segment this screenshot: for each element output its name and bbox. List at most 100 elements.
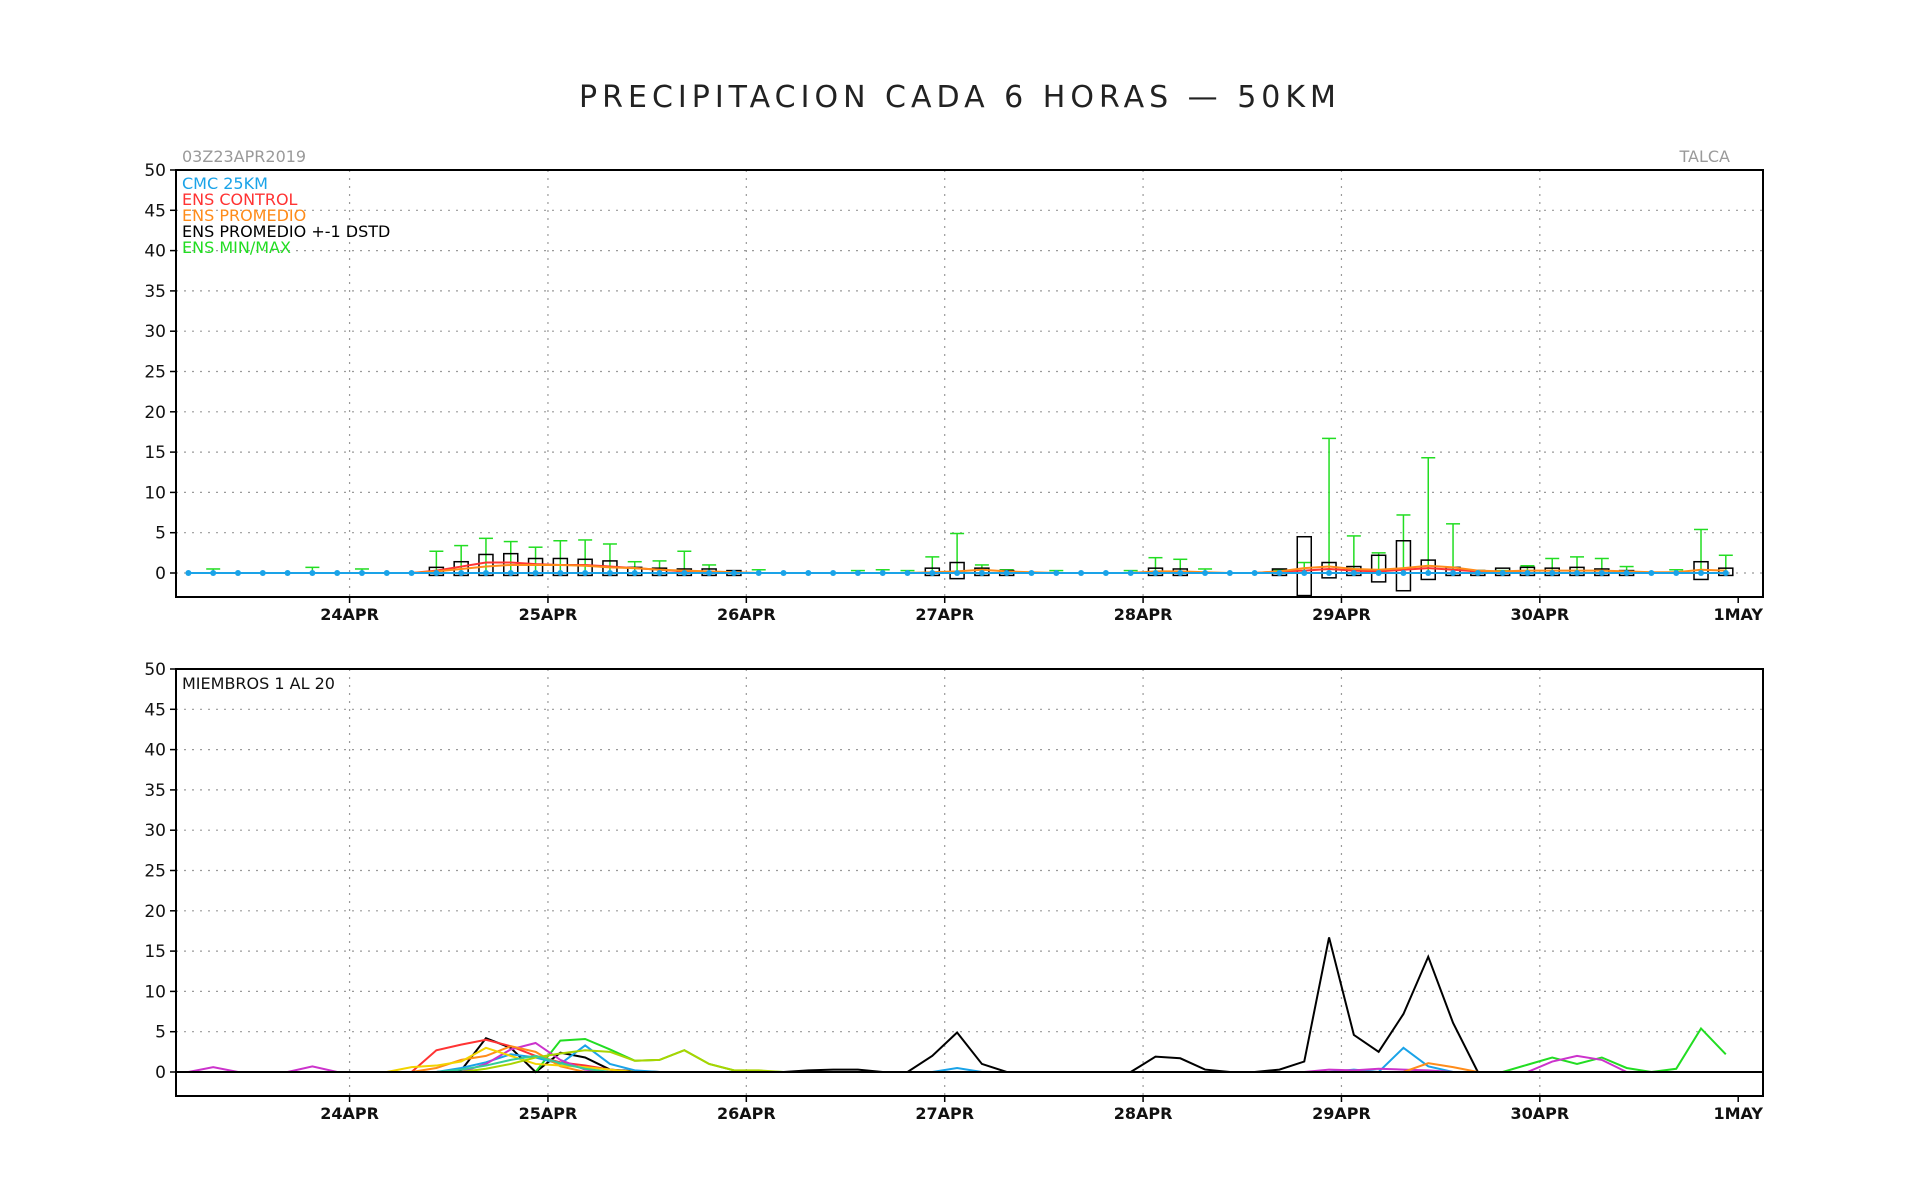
cmc-point bbox=[1549, 570, 1556, 576]
cmc-point bbox=[408, 570, 415, 576]
cmc-point bbox=[1574, 570, 1581, 576]
y-tick-label: 50 bbox=[144, 660, 166, 680]
cmc-point bbox=[1226, 570, 1233, 576]
y-tick-label: 15 bbox=[144, 443, 166, 463]
cmc-point bbox=[1425, 570, 1432, 576]
x-axis-bottom: 24APR 25APR 26APR 27APR 28APR 29APR 30APR 1MAY bbox=[320, 1096, 1763, 1123]
cmc-point bbox=[1375, 570, 1382, 576]
x-axis-top: 24APR 25APR 26APR 27APR 28APR 29APR 30APR 1MAY bbox=[320, 597, 1763, 624]
cmc-point bbox=[1102, 570, 1109, 576]
cmc-point bbox=[854, 570, 861, 576]
cmc-point bbox=[656, 570, 663, 576]
cmc-point bbox=[1177, 570, 1184, 576]
x-tick-label: 29APR bbox=[1312, 605, 1371, 624]
y-tick-label: 45 bbox=[144, 201, 166, 221]
init-time-label: 03Z23APR2019 bbox=[182, 147, 306, 166]
cmc-point bbox=[1673, 570, 1680, 576]
cmc-point bbox=[1350, 570, 1357, 576]
x-tick-label: 26APR bbox=[717, 605, 776, 624]
cmc-point bbox=[1127, 570, 1134, 576]
y-tick-label: 35 bbox=[144, 781, 166, 801]
member-line bbox=[188, 937, 1726, 1074]
cmc-point bbox=[1400, 570, 1407, 576]
cmc-point bbox=[1698, 570, 1705, 576]
station-label: TALCA bbox=[1678, 147, 1730, 166]
x-tick-label: 26APR bbox=[717, 1104, 776, 1123]
legend-item-promedio: ENS PROMEDIO bbox=[182, 206, 306, 225]
y-tick-label: 20 bbox=[144, 902, 166, 922]
y-tick-label: 10 bbox=[144, 982, 166, 1002]
cmc-point bbox=[1028, 570, 1035, 576]
cmc-point bbox=[1722, 570, 1729, 576]
cmc-point bbox=[482, 570, 489, 576]
std-box bbox=[1420, 559, 1436, 581]
cmc-point bbox=[284, 570, 291, 576]
cmc-point bbox=[1648, 570, 1655, 576]
members-annotation: MIEMBROS 1 AL 20 bbox=[182, 674, 335, 693]
grid-bottom bbox=[176, 668, 1763, 1096]
cmc-point bbox=[557, 570, 564, 576]
cmc-point bbox=[755, 570, 762, 576]
cmc-point bbox=[1202, 570, 1209, 576]
cmc-point bbox=[458, 570, 465, 576]
x-tick-label: 1MAY bbox=[1713, 605, 1763, 624]
plot-frame-bottom bbox=[175, 668, 1764, 1097]
cmc-point bbox=[1301, 570, 1308, 576]
y-tick-label: 20 bbox=[144, 403, 166, 423]
x-tick-label: 27APR bbox=[915, 605, 974, 624]
cmc-point bbox=[507, 570, 514, 576]
cmc-point bbox=[259, 570, 266, 576]
cmc-point bbox=[358, 570, 365, 576]
cmc-point bbox=[210, 570, 217, 576]
cmc-point bbox=[1276, 570, 1283, 576]
cmc-point bbox=[1152, 570, 1159, 576]
cmc-point bbox=[730, 570, 737, 576]
y-tick-label: 40 bbox=[144, 242, 166, 262]
y-tick-label: 5 bbox=[155, 1023, 166, 1043]
cmc-point bbox=[904, 570, 911, 576]
y-tick-label: 25 bbox=[144, 363, 166, 383]
x-tick-label: 28APR bbox=[1114, 1104, 1173, 1123]
cmc-point bbox=[532, 570, 539, 576]
x-tick-label: 30APR bbox=[1510, 1104, 1569, 1123]
x-tick-label: 24APR bbox=[320, 1104, 379, 1123]
legend-item-control: ENS CONTROL bbox=[182, 190, 298, 209]
cmc-point bbox=[1524, 570, 1531, 576]
cmc-point bbox=[1598, 570, 1605, 576]
y-tick-label: 15 bbox=[144, 942, 166, 962]
cmc-point bbox=[1078, 570, 1085, 576]
y-tick-label: 30 bbox=[144, 322, 166, 342]
y-tick-label: 0 bbox=[155, 564, 166, 584]
y-tick-label: 35 bbox=[144, 282, 166, 302]
legend-item-minmax: ENS MIN/MAX bbox=[182, 238, 291, 257]
cmc-point bbox=[234, 570, 241, 576]
cmc-point bbox=[1474, 570, 1481, 576]
y-tick-label: 50 bbox=[144, 161, 166, 181]
cmc-point bbox=[1450, 570, 1457, 576]
y-tick-label: 10 bbox=[144, 483, 166, 503]
cmc-point bbox=[879, 570, 886, 576]
x-tick-label: 28APR bbox=[1114, 605, 1173, 624]
y-tick-label: 0 bbox=[155, 1063, 166, 1083]
y-tick-label: 5 bbox=[155, 524, 166, 544]
x-tick-label: 24APR bbox=[320, 605, 379, 624]
cmc-point bbox=[780, 570, 787, 576]
cmc-point bbox=[805, 570, 812, 576]
cmc-point bbox=[706, 570, 713, 576]
chart-title: PRECIPITACION CADA 6 HORAS — 50KM bbox=[579, 80, 1341, 115]
marks-top bbox=[185, 437, 1734, 597]
cmc-point bbox=[1053, 570, 1060, 576]
legend-item-cmc: CMC 25KM bbox=[182, 174, 268, 193]
cmc-point bbox=[1499, 570, 1506, 576]
cmc-point bbox=[309, 570, 316, 576]
cmc-point bbox=[433, 570, 440, 576]
y-tick-label: 45 bbox=[144, 700, 166, 720]
member-line bbox=[188, 1044, 1726, 1074]
cmc-point bbox=[1623, 570, 1630, 576]
cmc-point bbox=[631, 570, 638, 576]
plot-frame-top bbox=[175, 169, 1764, 598]
